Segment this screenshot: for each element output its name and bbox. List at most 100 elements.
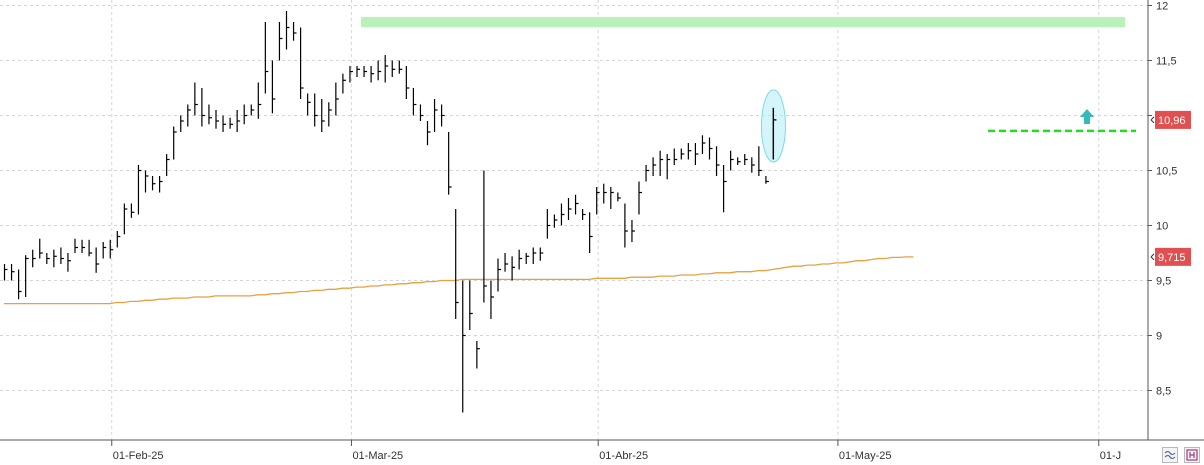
- price-bar: [744, 154, 748, 165]
- price-bar: [363, 66, 368, 77]
- price-bar: [617, 192, 621, 202]
- price-bar: [342, 73, 346, 94]
- price-bar: [758, 146, 762, 176]
- price-bar: [631, 220, 635, 242]
- x-tick-label: 01-J: [1100, 450, 1121, 462]
- price-bar: [257, 82, 262, 119]
- price-bar: [335, 82, 339, 116]
- h-icon: [1186, 449, 1198, 461]
- price-bar: [539, 247, 544, 261]
- price-bar: [532, 247, 537, 264]
- price-bar: [250, 104, 255, 116]
- price-bar: [53, 249, 57, 268]
- up-arrow-icon: [1080, 109, 1094, 124]
- scale-toggle-button[interactable]: [1162, 447, 1178, 463]
- price-bar: [222, 115, 227, 132]
- price-bar: [67, 253, 71, 272]
- price-bar: [137, 165, 142, 215]
- price-bar: [730, 150, 734, 171]
- price-bar: [300, 27, 304, 99]
- price-bar: [236, 110, 241, 132]
- price-bar: [32, 249, 36, 268]
- price-tag: [1155, 247, 1191, 266]
- price-bar: [278, 22, 283, 61]
- grid: [0, 0, 1148, 440]
- indicator-button[interactable]: [1184, 447, 1200, 463]
- price-bar: [151, 176, 156, 191]
- price-bar: [433, 99, 438, 132]
- price-bar: [229, 117, 234, 129]
- price-bar: [109, 239, 114, 259]
- price-bar: [328, 102, 332, 127]
- price-bar: [74, 238, 78, 253]
- price-bar: [314, 93, 318, 127]
- price-bar: [180, 115, 184, 132]
- y-tick-label: 9: [1156, 331, 1162, 343]
- moving-average-layer: [4, 256, 914, 305]
- price-bar: [208, 104, 212, 125]
- x-tick-label: 01-Mar-25: [352, 450, 403, 462]
- price-bar: [652, 157, 657, 176]
- price-bar: [95, 247, 100, 273]
- price-bar: [60, 247, 64, 264]
- price-bar: [116, 231, 121, 248]
- price-bar: [370, 66, 375, 83]
- price-bar: [511, 256, 516, 281]
- price-bar: [574, 194, 579, 215]
- price-bar: [419, 104, 424, 121]
- price-bar: [638, 181, 642, 215]
- price-bar: [398, 60, 403, 74]
- price-bar: [722, 165, 727, 213]
- x-tick-label: 01-Abr-25: [599, 450, 648, 462]
- price-tag: [1155, 110, 1191, 129]
- price-bar: [504, 253, 509, 272]
- price-bar: [483, 170, 487, 303]
- price-bar: [581, 209, 586, 220]
- price-bar: [81, 239, 86, 253]
- price-bar: [708, 137, 713, 160]
- y-tick-label: 10: [1156, 221, 1168, 233]
- price-bar: [518, 249, 523, 270]
- price-bar: [490, 280, 494, 319]
- price-bar: [391, 60, 396, 77]
- price-bar: [264, 22, 269, 94]
- price-tag-label: 9,715: [1158, 252, 1186, 264]
- price-bar: [553, 214, 558, 228]
- price-bars: [3, 11, 776, 413]
- price-bar: [377, 60, 382, 81]
- price-bar: [455, 209, 459, 319]
- x-tick-label: 01-May-25: [839, 450, 892, 462]
- price-bar: [349, 66, 353, 83]
- price-tag-pointer: [1150, 253, 1155, 261]
- price-tag-label: 10,96: [1158, 115, 1186, 127]
- price-bar: [751, 157, 755, 173]
- price-bar: [560, 203, 565, 226]
- price-bar: [412, 88, 417, 116]
- price-bar: [173, 126, 177, 160]
- x-tick-label: 01-Feb-25: [113, 450, 164, 462]
- price-bar: [645, 165, 650, 182]
- price-bar: [476, 341, 480, 369]
- price-bar: [166, 154, 170, 176]
- price-bar: [321, 99, 325, 132]
- price-bar: [194, 82, 198, 116]
- y-tick-label: 9,5: [1156, 276, 1171, 288]
- price-bar: [356, 66, 360, 77]
- y-tick-label: 10,5: [1156, 166, 1177, 178]
- price-bar: [603, 183, 607, 204]
- price-bar: [88, 239, 93, 257]
- price-bar: [46, 253, 50, 264]
- price-bar: [25, 255, 29, 297]
- price-bar: [715, 146, 720, 176]
- price-bar: [144, 170, 149, 193]
- price-bar: [18, 269, 22, 300]
- price-bar: [737, 157, 741, 165]
- price-bar: [596, 187, 600, 215]
- price-bar: [39, 238, 43, 259]
- price-bar: [694, 143, 699, 165]
- price-bar: [567, 198, 572, 220]
- price-bar: [307, 93, 311, 116]
